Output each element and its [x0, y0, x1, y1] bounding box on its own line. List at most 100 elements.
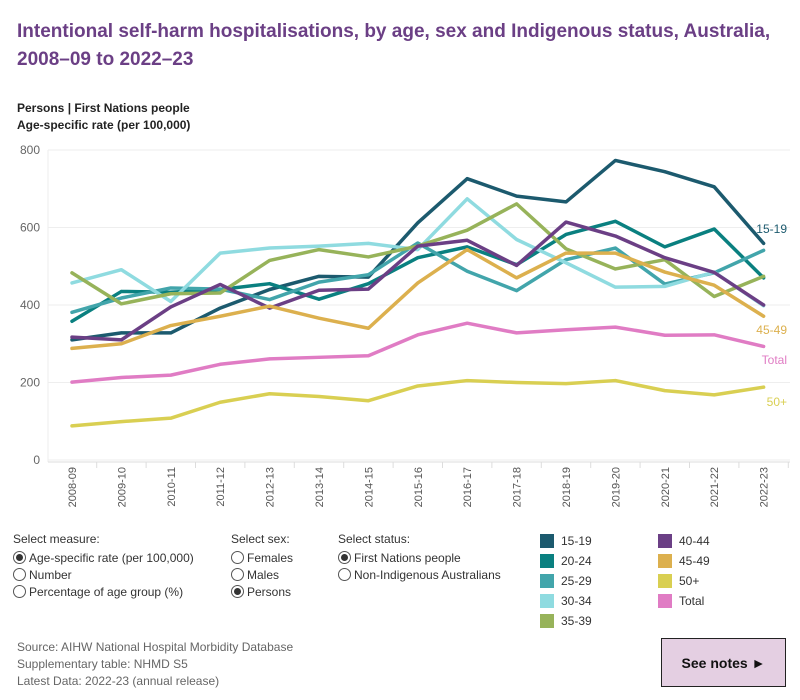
data-point-50+ [465, 379, 469, 383]
data-point-Total [762, 344, 766, 348]
data-point-20-24 [465, 245, 469, 249]
sex-option-label: Persons [247, 584, 292, 599]
x-tick-label: 2011-12 [215, 467, 227, 507]
data-point-40-44 [613, 234, 617, 238]
data-point-50+ [366, 399, 370, 403]
end-label-Total: Total [762, 353, 787, 367]
data-point-50+ [70, 424, 74, 428]
status-option-label: Non-Indigenous Australians [354, 567, 501, 582]
legend-item[interactable]: 35-39 [540, 611, 592, 631]
data-point-50+ [663, 389, 667, 393]
end-label-15-19: 15-19 [756, 222, 787, 236]
data-point-20-24 [317, 297, 321, 301]
data-point-35-39 [366, 255, 370, 259]
data-point-45-49 [317, 316, 321, 320]
measure-option[interactable]: Number [13, 566, 227, 583]
y-tick-label: 200 [20, 376, 40, 390]
data-point-25-29 [218, 287, 222, 291]
data-point-30-34 [366, 241, 370, 245]
radio-button[interactable] [231, 568, 244, 581]
data-point-25-29 [169, 286, 173, 290]
legend-item[interactable]: 50+ [658, 571, 699, 591]
data-point-30-34 [613, 285, 617, 289]
x-tick-label: 2016-17 [462, 467, 474, 507]
radio-button[interactable] [13, 585, 26, 598]
data-point-50+ [416, 384, 420, 388]
data-point-35-39 [317, 248, 321, 252]
legend-label: 30-34 [561, 594, 592, 608]
legend-item[interactable]: 25-29 [540, 571, 592, 591]
data-point-45-49 [218, 314, 222, 318]
radio-button[interactable] [13, 551, 26, 564]
data-point-25-29 [317, 280, 321, 284]
legend-swatch [658, 574, 672, 588]
data-point-50+ [218, 400, 222, 404]
legend-item[interactable]: 30-34 [540, 591, 592, 611]
data-point-15-19 [515, 194, 519, 198]
legend-item[interactable]: 15-19 [540, 531, 592, 551]
measure-option-label: Age-specific rate (per 100,000) [29, 550, 194, 565]
data-point-35-39 [712, 294, 716, 298]
data-point-Total [218, 362, 222, 366]
data-point-25-29 [613, 246, 617, 250]
sex-option[interactable]: Females [231, 549, 331, 566]
sex-option[interactable]: Persons [231, 583, 331, 600]
data-point-30-34 [119, 268, 123, 272]
x-tick-label: 2013-14 [314, 467, 326, 507]
legend: 15-19 20-24 25-29 30-34 35-39 40-44 45-49 50+ To… [540, 531, 780, 631]
data-point-35-39 [515, 202, 519, 206]
data-point-20-24 [366, 282, 370, 286]
chart-title: Intentional self-harm hospitalisations, … [17, 21, 771, 70]
data-point-45-49 [169, 324, 173, 328]
data-point-40-44 [712, 270, 716, 274]
legend-item[interactable]: 20-24 [540, 551, 592, 571]
legend-swatch [540, 534, 554, 548]
data-point-15-19 [169, 331, 173, 335]
measure-option[interactable]: Age-specific rate (per 100,000) [13, 549, 227, 566]
status-option[interactable]: Non-Indigenous Australians [338, 566, 536, 583]
data-point-15-19 [268, 288, 272, 291]
legend-label: 35-39 [561, 614, 592, 628]
data-point-35-39 [70, 271, 74, 275]
data-point-15-19 [317, 274, 321, 278]
data-point-40-44 [119, 338, 123, 342]
data-point-30-34 [218, 251, 222, 255]
radio-button[interactable] [231, 585, 244, 598]
data-point-45-49 [268, 304, 272, 308]
data-point-35-39 [465, 228, 469, 232]
measure-label: Select measure: [13, 532, 100, 546]
sex-option[interactable]: Males [231, 566, 331, 583]
data-point-15-19 [218, 306, 222, 310]
status-option[interactable]: First Nations people [338, 549, 536, 566]
legend-item[interactable]: Total [658, 591, 704, 611]
data-point-50+ [169, 416, 173, 420]
data-point-35-39 [613, 267, 617, 271]
data-point-25-29 [119, 296, 123, 300]
data-point-40-44 [317, 288, 321, 292]
data-point-45-49 [515, 276, 519, 280]
radio-button[interactable] [338, 551, 351, 564]
data-point-Total [70, 380, 74, 384]
see-notes-button[interactable]: See notes ► [661, 638, 786, 687]
latest-data-note: Latest Data: 2022-23 (annual release) [17, 674, 220, 688]
data-point-50+ [317, 394, 321, 398]
data-point-40-44 [762, 303, 766, 307]
data-point-Total [663, 333, 667, 337]
legend-item[interactable]: 40-44 [658, 531, 710, 551]
legend-swatch [658, 594, 672, 608]
data-point-40-44 [169, 305, 173, 309]
data-point-30-34 [169, 300, 173, 304]
data-point-20-24 [712, 227, 716, 231]
legend-item[interactable]: 45-49 [658, 551, 710, 571]
data-point-25-29 [515, 289, 519, 293]
data-point-50+ [119, 420, 123, 424]
data-point-45-49 [613, 251, 617, 255]
radio-button[interactable] [338, 568, 351, 581]
radio-button[interactable] [13, 568, 26, 581]
legend-swatch [540, 554, 554, 568]
measure-option[interactable]: Percentage of age group (%) [13, 583, 227, 600]
source-note: Source: AIHW National Hospital Morbidity… [17, 640, 294, 654]
data-point-50+ [268, 392, 272, 396]
x-tick-label: 2008-09 [67, 467, 79, 507]
radio-button[interactable] [231, 551, 244, 564]
